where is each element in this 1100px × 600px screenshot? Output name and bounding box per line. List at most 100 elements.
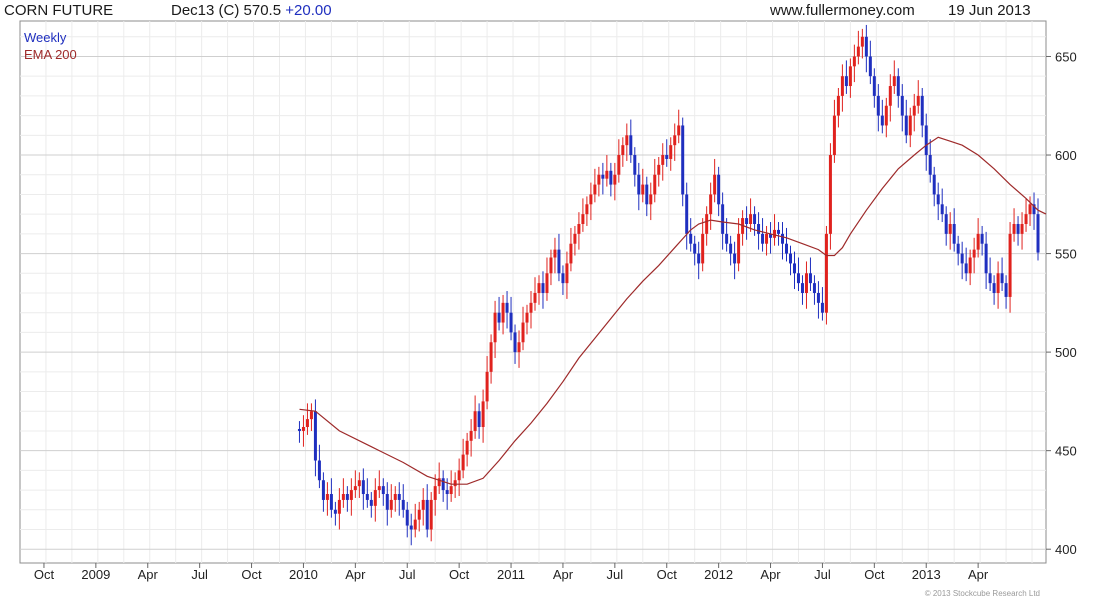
candle-body: [884, 105, 888, 126]
candle-body: [1028, 204, 1032, 215]
candle-body: [373, 490, 377, 506]
weekly-candle: [509, 296, 513, 341]
weekly-candle: [781, 222, 785, 260]
candle-body: [956, 243, 960, 254]
x-tick-label: Oct: [241, 567, 262, 582]
candle-body: [932, 174, 936, 195]
candle-body: [517, 342, 521, 353]
candle-body: [441, 478, 445, 491]
candle-body: [501, 302, 505, 323]
weekly-candle: [788, 245, 792, 276]
weekly-candle: [665, 139, 669, 167]
last-price: 570.5: [243, 2, 282, 19]
weekly-candle: [593, 168, 597, 203]
weekly-candle: [944, 206, 948, 246]
candle-body: [872, 76, 876, 96]
weekly-candle: [908, 107, 912, 148]
candle-body: [401, 499, 405, 510]
candle-body: [621, 145, 625, 156]
candle-body: [976, 233, 980, 250]
weekly-candle: [409, 513, 413, 546]
candle-body: [681, 125, 685, 195]
candle-body: [788, 253, 792, 264]
candle-body: [988, 273, 992, 284]
candle-body: [1036, 214, 1040, 253]
candle-body: [996, 273, 1000, 293]
weekly-candle: [932, 166, 936, 207]
candle-body: [305, 419, 309, 428]
quote-line: Dec13 (C) 570.5 +20.00: [171, 2, 332, 19]
weekly-candle: [968, 249, 972, 286]
candle-body: [597, 174, 601, 185]
weekly-candle: [796, 257, 800, 292]
weekly-candle: [864, 24, 868, 73]
candle-body: [848, 66, 852, 87]
x-tick-label: 2011: [497, 567, 525, 582]
candle-body: [509, 312, 513, 333]
candle-body: [944, 214, 948, 234]
candle-body: [972, 249, 976, 258]
candle-body: [912, 105, 916, 116]
candle-body: [393, 494, 397, 500]
candle-body: [753, 214, 757, 225]
weekly-candle: [417, 501, 421, 532]
candle-body: [868, 56, 872, 77]
candle-body: [513, 332, 517, 353]
y-tick-label: 450: [1055, 444, 1077, 459]
weekly-candle: [565, 251, 569, 299]
candle-body: [1012, 224, 1016, 234]
weekly-candle: [669, 137, 673, 171]
weekly-candle: [437, 462, 441, 495]
weekly-candle: [673, 123, 677, 161]
candle-body: [345, 494, 349, 500]
candle-body: [689, 233, 693, 244]
weekly-candle: [577, 212, 581, 250]
weekly-candle: [469, 419, 473, 457]
weekly-candle: [529, 291, 533, 329]
candle-body: [341, 494, 345, 500]
candle-body: [581, 214, 585, 225]
candle-body: [377, 486, 381, 491]
candle-body: [733, 253, 737, 264]
candle-body: [557, 249, 561, 274]
candle-body: [812, 283, 816, 293]
weekly-candle: [589, 182, 593, 221]
y-axis-labels: 400 450 500 550 600 650: [1046, 49, 1077, 557]
candle-body: [417, 509, 421, 520]
candle-body: [1024, 214, 1028, 225]
weekly-candle: [597, 166, 601, 197]
weekly-candle: [1036, 198, 1040, 261]
x-tick-label: Apr: [138, 567, 159, 582]
weekly-candle: [317, 444, 321, 489]
weekly-candle: [1028, 196, 1032, 226]
weekly-candle: [996, 261, 1000, 309]
weekly-candle: [792, 251, 796, 290]
weekly-candle: [860, 28, 864, 59]
candle-body: [309, 411, 313, 420]
weekly-candle: [828, 143, 832, 250]
weekly-candle: [765, 225, 769, 256]
candle-body: [669, 145, 673, 159]
weekly-candle: [309, 403, 313, 431]
weekly-candle: [561, 265, 565, 295]
candle-body: [796, 273, 800, 284]
candle-body: [629, 135, 633, 156]
weekly-candle: [721, 192, 725, 250]
x-tick-label: Oct: [449, 567, 470, 582]
candle-body: [497, 312, 501, 323]
weekly-candle: [569, 227, 573, 272]
weekly-candle: [689, 218, 693, 252]
weekly-candle: [685, 182, 689, 250]
candle-body: [521, 322, 525, 343]
weekly-candles: [297, 24, 1040, 546]
candle-body: [653, 174, 657, 195]
candle-body: [577, 224, 581, 234]
weekly-candle: [980, 225, 984, 256]
candle-body: [785, 243, 789, 254]
weekly-candle: [557, 233, 561, 282]
candle-body: [745, 218, 749, 225]
weekly-candle: [337, 488, 341, 530]
plot-area: [19, 20, 1047, 564]
weekly-candle: [297, 421, 301, 443]
candle-body: [333, 509, 337, 514]
